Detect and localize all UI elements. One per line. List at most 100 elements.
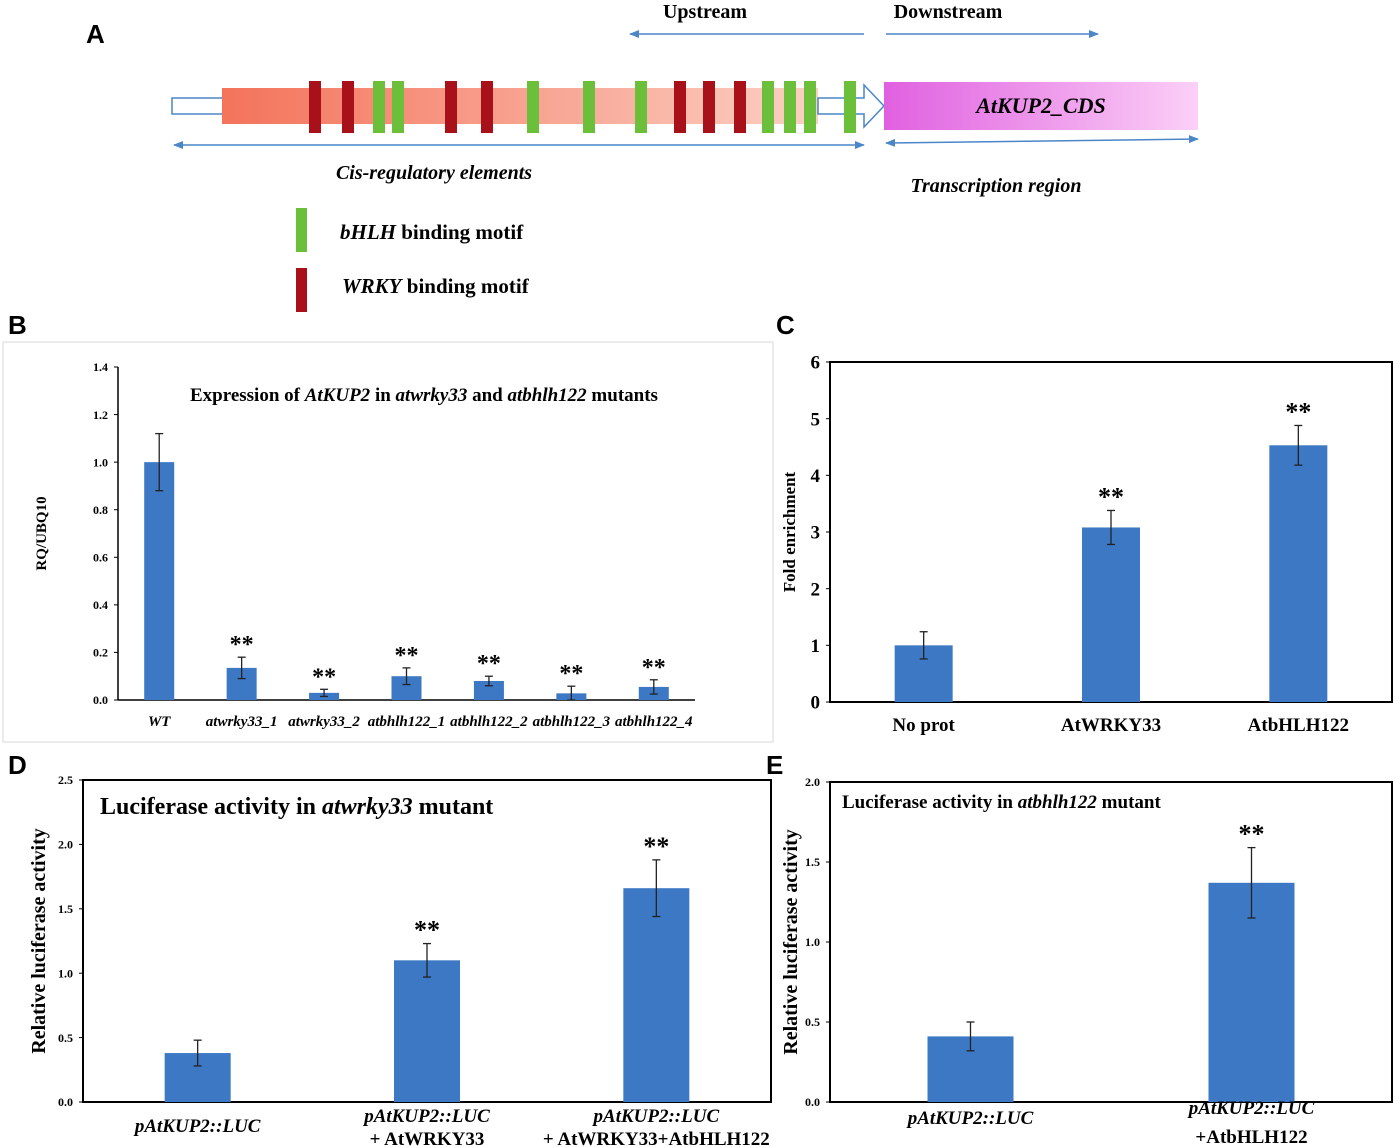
bar xyxy=(391,676,422,700)
y-tick-label: 3 xyxy=(811,523,821,544)
x-tick-label: atbhlh122_2 xyxy=(450,714,528,730)
y-axis-label: Fold enrichment xyxy=(780,471,799,592)
motif-bhlh xyxy=(762,81,774,133)
y-tick-label: 0.4 xyxy=(93,598,108,612)
panel-a: A Upstream Downstream AtKUP2_CDS Cis-reg… xyxy=(86,1,1199,312)
chart-d: 0.0 0.5 1.0 1.5 2.0 2.5 Relative luciferase ac… xyxy=(28,773,772,1147)
significance-mark: ** xyxy=(395,643,419,669)
y-tick-label: 1.0 xyxy=(58,966,73,980)
x-tick-label: atwrky33_2 xyxy=(288,714,360,730)
significance-mark: ** xyxy=(414,916,440,945)
cis-label: Cis-regulatory elements xyxy=(336,162,532,184)
x-tick-label: atbhlh122_3 xyxy=(533,714,611,730)
bar xyxy=(394,960,460,1102)
bar xyxy=(1269,445,1328,702)
x-tick-label-line2: + AtWRKY33+AtbHLH122 xyxy=(543,1129,770,1147)
y-tick-label: 5 xyxy=(811,409,821,430)
x-tick-label: AtWRKY33 xyxy=(1061,715,1161,736)
transcription-label: Transcription region xyxy=(911,175,1082,197)
bar xyxy=(473,680,504,700)
y-tick-label: 0.0 xyxy=(805,1095,820,1109)
downstream-label: Downstream xyxy=(894,1,1003,23)
y-tick-label: 0.8 xyxy=(93,503,108,517)
y-tick-label: 0.0 xyxy=(93,693,108,707)
x-tick-label: atbhlh122_1 xyxy=(368,714,446,730)
x-tick-label: AtbHLH122 xyxy=(1248,715,1349,736)
panel-d-letter: D xyxy=(8,750,27,780)
x-tick-label: pAtKUP2::LUC xyxy=(133,1116,261,1137)
x-tick-label: pAtKUP2::LUC xyxy=(906,1108,1034,1129)
promoter-start-box xyxy=(171,97,225,115)
y-tick-label: 2.0 xyxy=(58,838,73,852)
cds-label: AtKUP2_CDS xyxy=(974,93,1106,118)
motif-bhlh xyxy=(392,81,404,133)
chart-c: 0 1 2 3 4 5 6 Fold enrichment No prot ** AtWRKY33 *… xyxy=(780,353,1393,736)
upstream-label: Upstream xyxy=(663,1,747,23)
y-tick-label: 0.0 xyxy=(58,1095,73,1109)
y-tick-label: 2.5 xyxy=(58,773,73,787)
legend-label-bhlh: bHLH binding motif xyxy=(340,220,524,244)
y-tick-label: 1.0 xyxy=(805,935,820,949)
motif-track xyxy=(309,81,856,133)
y-tick-label: 0.5 xyxy=(58,1031,73,1045)
motif-wrky xyxy=(703,81,715,133)
bar xyxy=(144,462,175,700)
motif-wrky xyxy=(309,81,321,133)
y-tick-label: 0.5 xyxy=(805,1015,820,1029)
motif-wrky xyxy=(734,81,746,133)
motif-wrky xyxy=(674,81,686,133)
x-tick-label-line2: +AtbHLH122 xyxy=(1195,1127,1307,1147)
legend-label-wrky: WRKY binding motif xyxy=(342,274,530,298)
significance-mark: ** xyxy=(1239,820,1265,849)
y-tick-label: 6 xyxy=(811,353,821,374)
x-tick-label: atbhlh122_4 xyxy=(615,714,693,730)
bar xyxy=(623,888,690,1102)
promoter-region xyxy=(222,88,818,124)
legend-swatch-bhlh xyxy=(296,208,307,252)
transcription-range-arrow xyxy=(885,135,1199,147)
y-tick-label: 1.5 xyxy=(805,855,820,869)
significance-mark: ** xyxy=(559,661,583,687)
chart-b: 0.0 0.2 0.4 0.6 0.8 1.0 1.2 1.4 RQ/UBQ10 Expressi… xyxy=(34,360,695,730)
y-axis-label: RQ/UBQ10 xyxy=(34,496,50,570)
motif-wrky xyxy=(481,81,493,133)
motif-bhlh xyxy=(844,81,856,133)
y-tick-label: 0 xyxy=(811,693,821,714)
y-tick-label: 0.2 xyxy=(93,646,108,660)
y-axis-label: Relative luciferase activity xyxy=(780,829,802,1054)
panel-c-letter: C xyxy=(776,310,795,340)
significance-mark: ** xyxy=(312,664,336,690)
y-tick-label: 4 xyxy=(811,466,821,487)
y-tick-label: 1.2 xyxy=(93,408,108,422)
motif-wrky xyxy=(342,81,354,133)
motif-bhlh xyxy=(583,81,595,133)
motif-bhlh xyxy=(784,81,796,133)
plot-frame xyxy=(829,781,1393,1103)
x-tick-label: pAtKUP2::LUC xyxy=(362,1106,490,1127)
chart-e: 0.0 0.5 1.0 1.5 2.0 Relative luciferase activ… xyxy=(780,775,1393,1147)
significance-mark: ** xyxy=(477,651,501,677)
y-tick-label: 1.5 xyxy=(58,902,73,916)
x-tick-label: pAtKUP2::LUC xyxy=(592,1106,720,1127)
x-tick-label: No prot xyxy=(892,715,955,736)
x-tick-label: pAtKUP2::LUC xyxy=(1187,1098,1315,1119)
motif-bhlh xyxy=(527,81,539,133)
panel-b-frame xyxy=(2,341,774,743)
chart-title: Expression of AtKUP2 in atwrky33 and atb… xyxy=(190,385,658,406)
x-tick-label: WT xyxy=(148,714,171,730)
x-tick-label: atwrky33_1 xyxy=(206,714,278,730)
motif-bhlh xyxy=(373,81,385,133)
panel-e-letter: E xyxy=(766,750,783,780)
significance-mark: ** xyxy=(230,632,254,658)
y-axis-label: Relative luciferase activity xyxy=(28,828,50,1053)
y-tick-label: 1.4 xyxy=(93,360,108,374)
significance-mark: ** xyxy=(642,655,666,681)
cds-box xyxy=(884,82,1198,130)
significance-mark: ** xyxy=(1285,397,1311,426)
panel-a-letter: A xyxy=(86,19,105,49)
legend-swatch-wrky xyxy=(296,268,307,312)
motif-bhlh xyxy=(635,81,647,133)
significance-mark: ** xyxy=(643,832,669,861)
bar xyxy=(1082,527,1140,702)
